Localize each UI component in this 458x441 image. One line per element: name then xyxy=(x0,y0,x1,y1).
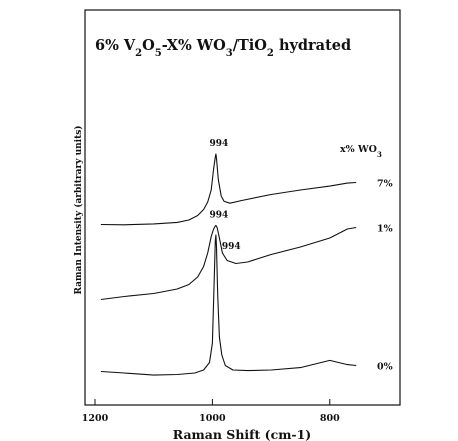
series-label-2: 0% xyxy=(377,362,393,373)
peak-label-1: 994 xyxy=(210,210,229,220)
series-line-0 xyxy=(100,153,357,226)
chart-title: 6% V2O5-X% WO3/TiO2 hydrated xyxy=(95,37,351,59)
x-axis-label: Raman Shift (cm-1) xyxy=(173,427,311,441)
series-line-1 xyxy=(100,224,357,301)
peak-label-2: 994 xyxy=(222,242,241,252)
y-axis-label: Raman Intensity (arbitrary units) xyxy=(73,125,84,294)
plot-frame xyxy=(84,9,401,406)
x-tick-label-1000: 1000 xyxy=(199,413,226,424)
series-line-2 xyxy=(100,234,357,376)
series-label-1: 1% xyxy=(377,224,393,235)
x-tick-label-1200: 1200 xyxy=(82,413,109,424)
legend-title: x% WO3 xyxy=(340,144,382,159)
x-tick-label-800: 800 xyxy=(320,413,340,424)
peak-label-0: 994 xyxy=(210,139,229,149)
x-axis-ticks: 1200 1000 800 xyxy=(82,399,340,424)
series-label-0: 7% xyxy=(377,179,393,190)
series-layer: 7% 994 1% 994 0% 994 xyxy=(100,139,393,376)
